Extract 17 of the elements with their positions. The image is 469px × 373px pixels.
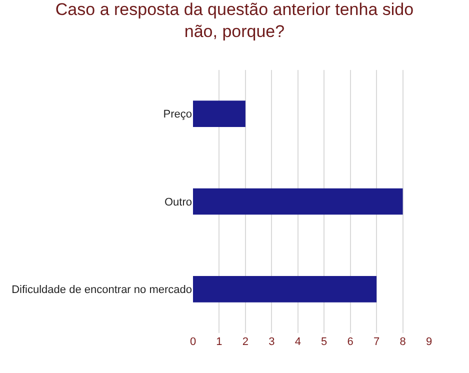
y-tick-label: Outro [164,196,192,208]
x-tick-label: 0 [190,336,196,348]
x-tick-label: 7 [373,336,380,348]
x-tick-label: 6 [347,336,354,348]
x-tick-label: 3 [268,336,275,348]
chart-title: Caso a resposta da questão anterior tenha sido não, porque? [55,0,414,42]
bar [193,276,377,302]
y-tick-label: Dificuldade de encontrar no mercado [12,284,192,296]
x-tick-label: 4 [294,336,301,348]
x-tick-label: 9 [426,336,432,348]
x-tick-label: 2 [242,336,249,348]
x-tick-label: 5 [321,336,328,348]
y-tick-label: Preço [163,108,192,121]
x-tick-label: 8 [400,336,406,348]
bar [193,100,246,127]
x-tick-label: 1 [216,336,222,348]
bar [193,188,403,215]
